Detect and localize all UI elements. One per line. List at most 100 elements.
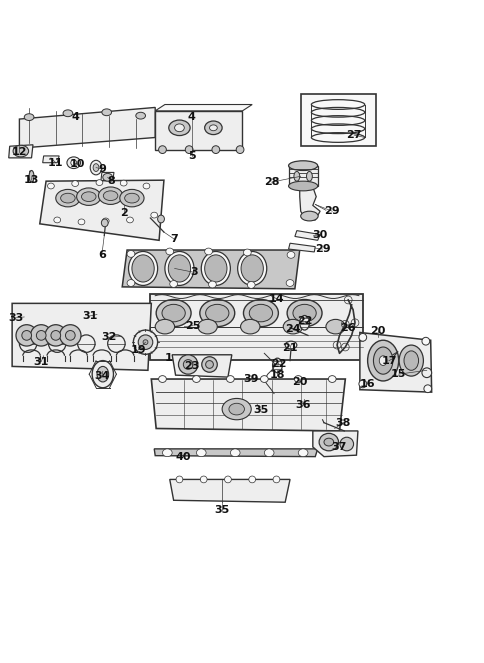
Text: 11: 11 [48,158,63,168]
Polygon shape [43,156,59,162]
Ellipse shape [120,180,127,186]
Ellipse shape [197,320,217,334]
Ellipse shape [165,251,194,286]
Ellipse shape [236,146,243,154]
Text: 13: 13 [24,175,39,185]
Ellipse shape [209,125,217,131]
Polygon shape [155,111,242,150]
Polygon shape [19,107,155,148]
Polygon shape [288,166,317,186]
Ellipse shape [60,194,75,203]
Text: 22: 22 [271,359,286,369]
Ellipse shape [358,380,366,388]
Ellipse shape [318,434,338,451]
Polygon shape [154,449,317,457]
Text: 34: 34 [94,371,109,381]
Ellipse shape [78,219,85,225]
Text: 35: 35 [253,405,268,415]
Ellipse shape [192,376,200,383]
Ellipse shape [398,345,423,376]
Ellipse shape [13,145,29,157]
Ellipse shape [124,194,139,203]
Ellipse shape [178,355,197,374]
Text: 6: 6 [98,250,106,260]
Ellipse shape [60,325,81,346]
Text: 33: 33 [8,313,23,323]
Ellipse shape [185,146,193,154]
Ellipse shape [201,357,217,372]
Ellipse shape [102,218,109,224]
Text: 31: 31 [82,311,97,321]
Text: 20: 20 [291,377,307,387]
Polygon shape [155,105,252,111]
Ellipse shape [298,449,307,457]
Text: 1: 1 [165,353,172,363]
Polygon shape [12,304,151,371]
Ellipse shape [358,333,366,341]
Ellipse shape [421,337,429,345]
Ellipse shape [156,300,191,327]
Ellipse shape [283,320,302,334]
Ellipse shape [196,449,206,457]
Text: 31: 31 [33,357,49,367]
Ellipse shape [293,172,299,181]
Ellipse shape [403,351,418,371]
Ellipse shape [127,280,135,286]
Ellipse shape [47,183,54,189]
Ellipse shape [237,251,266,286]
Ellipse shape [54,217,60,223]
Ellipse shape [226,376,234,383]
Ellipse shape [103,174,112,181]
Ellipse shape [126,217,133,223]
Text: 4: 4 [187,112,195,122]
Ellipse shape [243,249,251,256]
Ellipse shape [56,190,80,207]
Text: 19: 19 [130,345,146,355]
Ellipse shape [288,181,317,191]
Ellipse shape [48,335,66,352]
Text: 29: 29 [314,244,330,254]
Ellipse shape [204,255,227,282]
Ellipse shape [294,376,302,383]
Polygon shape [288,243,315,252]
Ellipse shape [204,248,212,255]
Ellipse shape [339,437,353,451]
Ellipse shape [300,211,318,221]
Ellipse shape [224,476,231,483]
Ellipse shape [90,160,102,175]
Ellipse shape [107,335,125,352]
Ellipse shape [71,160,76,166]
Text: 27: 27 [346,130,361,140]
Ellipse shape [241,255,263,282]
Text: 8: 8 [107,176,115,186]
Ellipse shape [103,191,118,200]
Text: 40: 40 [175,452,191,461]
Text: 22: 22 [296,316,312,326]
Ellipse shape [272,476,279,483]
Ellipse shape [248,476,255,483]
Text: 29: 29 [324,206,339,216]
Text: 2: 2 [120,208,127,217]
Text: 17: 17 [380,355,396,365]
Ellipse shape [162,449,172,457]
Ellipse shape [98,187,122,204]
Ellipse shape [201,251,230,286]
Ellipse shape [169,280,177,287]
Text: 18: 18 [269,370,285,380]
Ellipse shape [292,304,316,322]
Ellipse shape [101,219,108,227]
Ellipse shape [63,110,73,117]
Text: 14: 14 [268,294,284,304]
Text: 21: 21 [282,343,297,353]
Ellipse shape [249,304,272,322]
Ellipse shape [325,320,345,334]
Ellipse shape [423,385,431,392]
Ellipse shape [328,376,335,383]
Polygon shape [294,231,319,240]
Ellipse shape [132,255,154,282]
Ellipse shape [421,368,431,377]
Ellipse shape [205,304,228,322]
Ellipse shape [36,331,46,340]
Text: 32: 32 [101,332,117,342]
Ellipse shape [260,376,268,383]
